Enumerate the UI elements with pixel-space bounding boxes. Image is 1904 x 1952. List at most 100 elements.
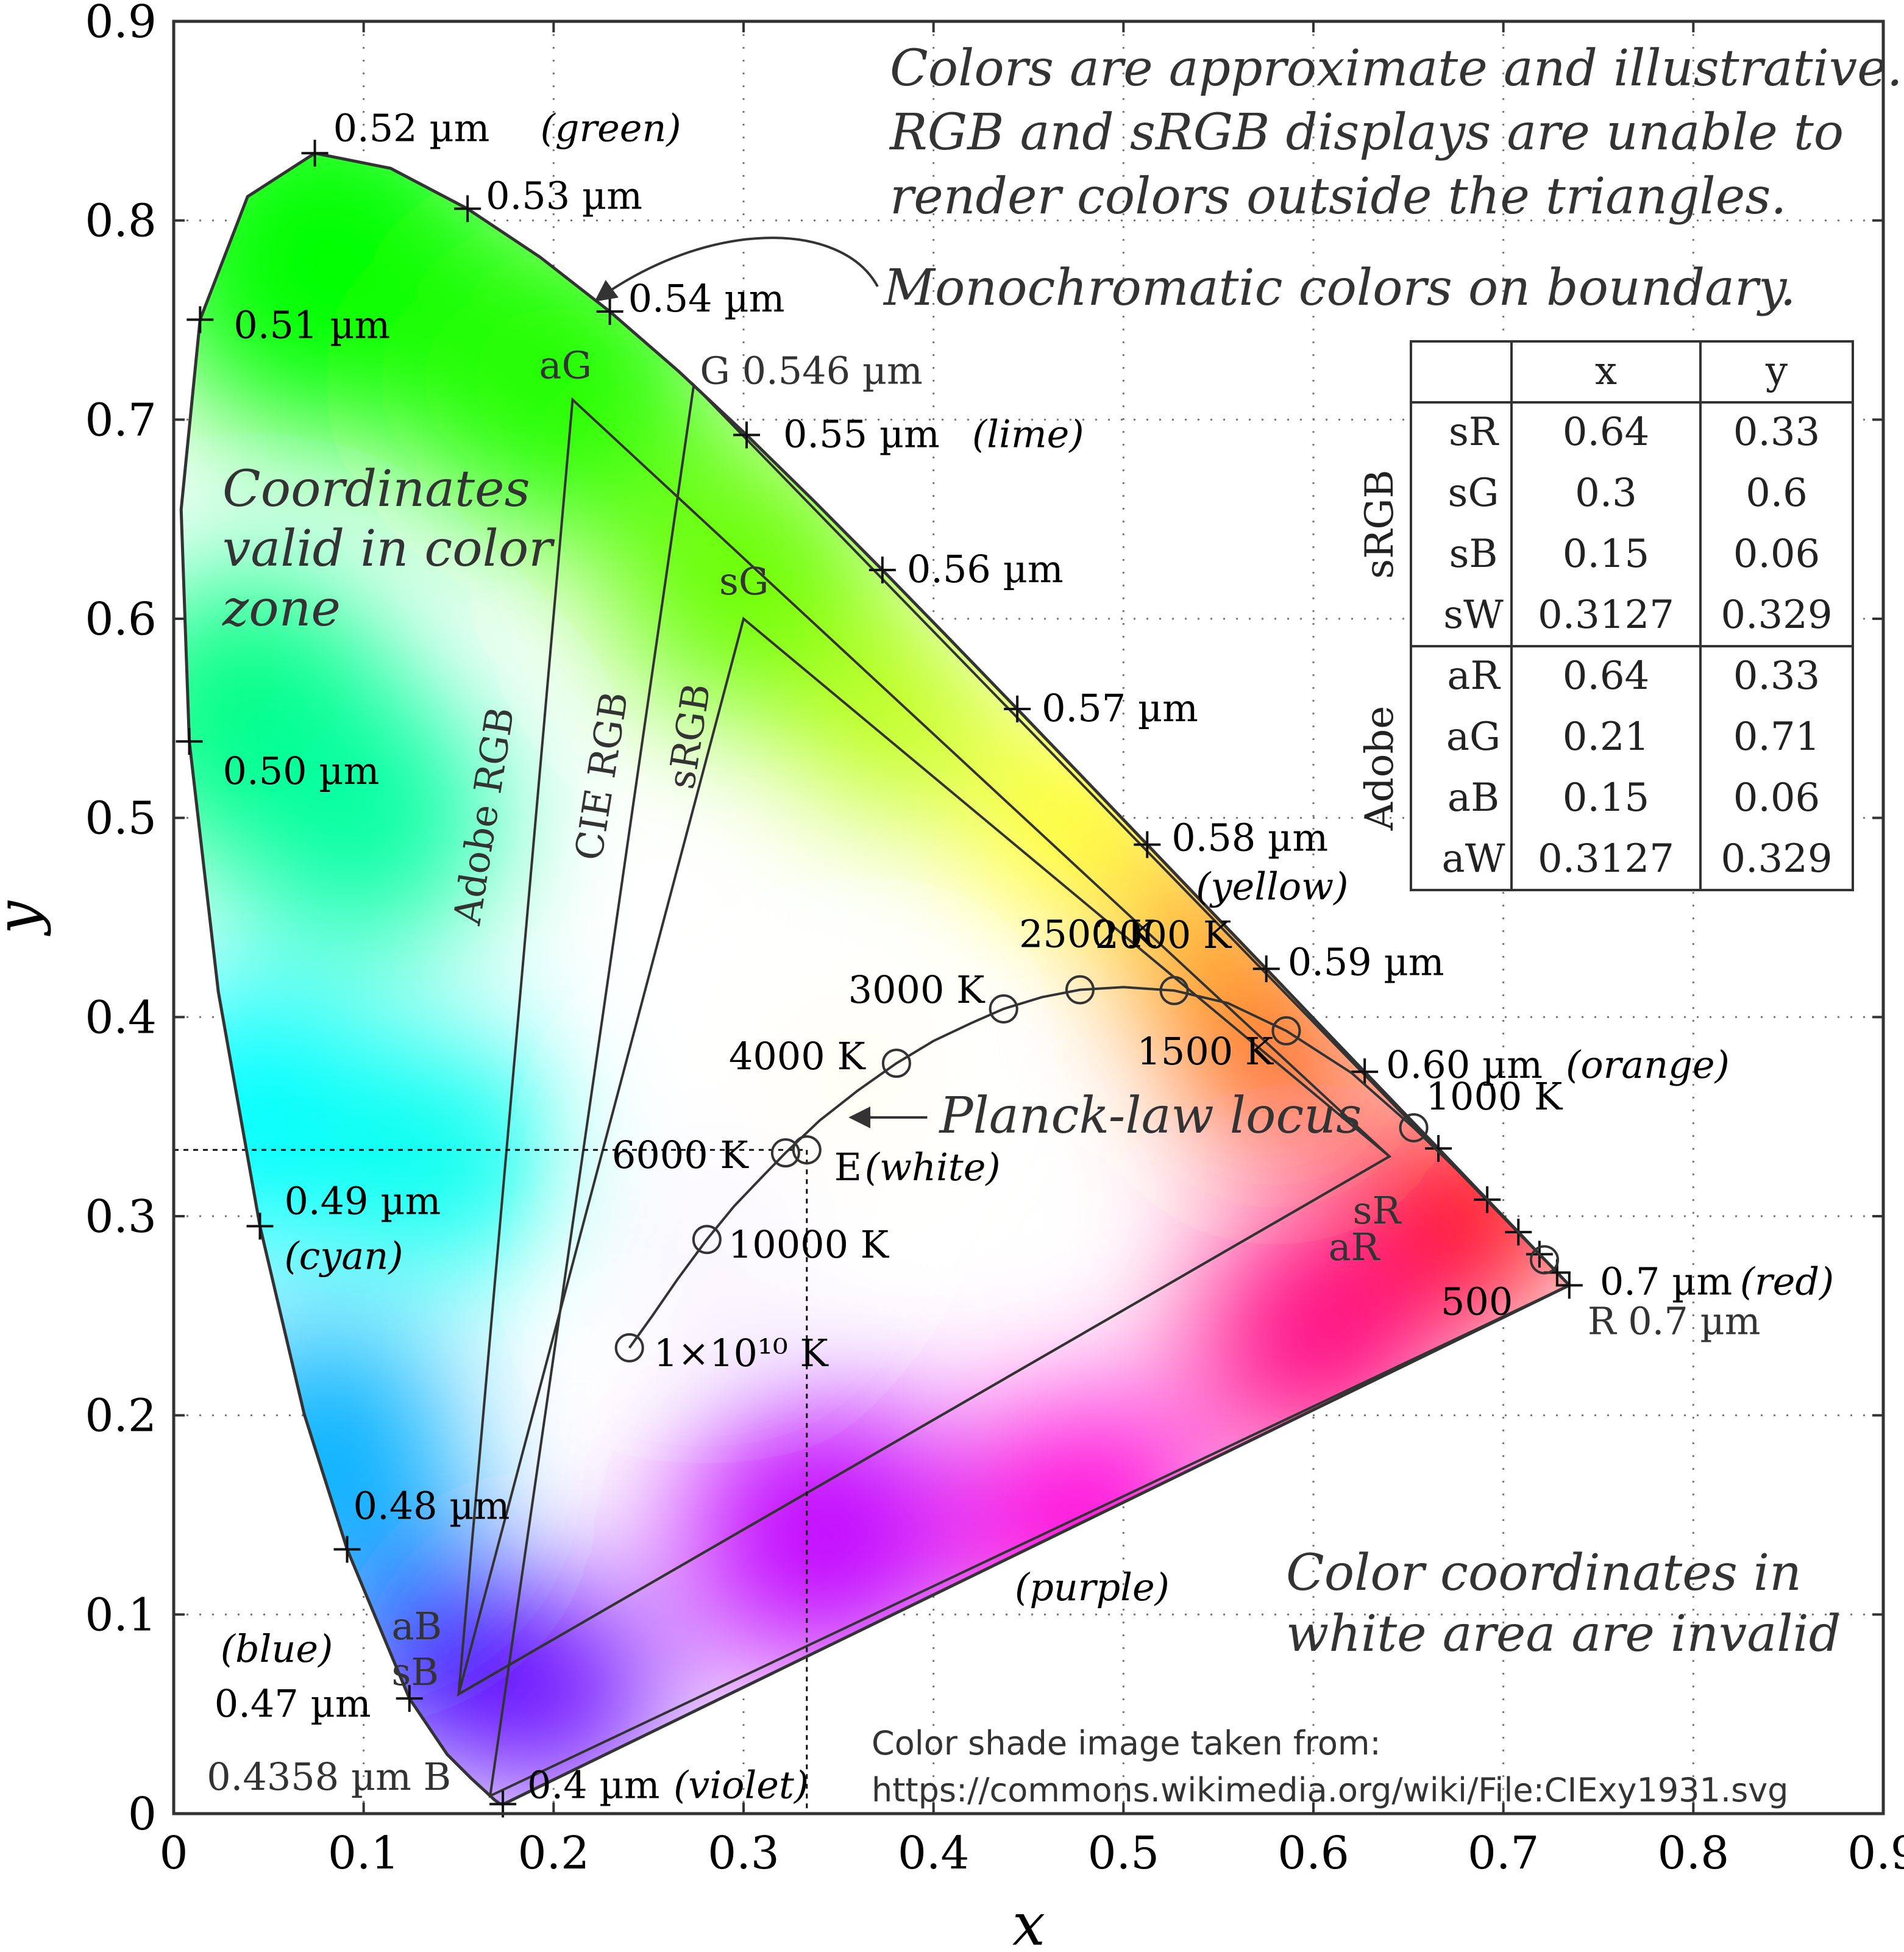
table-header-cell: y bbox=[1765, 349, 1788, 394]
y-tick-label: 0.1 bbox=[85, 1589, 157, 1641]
x-axis-title: x bbox=[1012, 1890, 1045, 1952]
wavelength-note: (violet) bbox=[673, 1762, 809, 1807]
wavelength-marker bbox=[733, 421, 760, 449]
table-cell: 0.71 bbox=[1733, 714, 1821, 760]
planck-curve bbox=[628, 986, 1546, 1349]
wavelength-note: (lime) bbox=[972, 411, 1084, 456]
svg-text:Colors are approximate and ill: Colors are approximate and illustrative. bbox=[890, 40, 1903, 98]
planck-point bbox=[1529, 1245, 1559, 1275]
x-tick-label: 0 bbox=[159, 1827, 188, 1879]
svg-text:Color coordinates in: Color coordinates in bbox=[1286, 1544, 1802, 1602]
vertex-label-sB: sB bbox=[392, 1650, 439, 1694]
table-cell: 0.3127 bbox=[1538, 593, 1674, 638]
wavelength-label: 0.59 µm bbox=[1288, 939, 1444, 984]
wavelength-marker bbox=[596, 297, 623, 325]
triangle-adobe-rgb bbox=[457, 397, 1392, 1697]
wavelength-label: 0.57 µm bbox=[1042, 686, 1198, 730]
wavelength-label: 0.50 µm bbox=[223, 749, 380, 793]
wavelength-note: (cyan) bbox=[284, 1233, 403, 1278]
planck-label: 2000 K bbox=[1095, 913, 1232, 957]
table-cell: 0.64 bbox=[1563, 654, 1650, 699]
white-point-guides bbox=[174, 1149, 808, 1814]
fill-blob bbox=[644, 1195, 767, 1317]
wavelength-marker bbox=[1425, 1135, 1452, 1162]
wavelength-label: 0.49 µm bbox=[284, 1178, 441, 1223]
wavelength-label: 0.7 µm bbox=[1600, 1259, 1732, 1303]
planck-label: 1×10¹⁰ K bbox=[654, 1331, 829, 1375]
wavelength-label: 0.60 µm bbox=[1386, 1042, 1543, 1087]
svg-text:Color shade image taken from:: Color shade image taken from: bbox=[872, 1724, 1381, 1762]
y-tick-label: 0 bbox=[128, 1788, 157, 1840]
y-tick-label: 0.5 bbox=[85, 793, 157, 845]
x-tick-label: 0.3 bbox=[708, 1827, 780, 1879]
wavelength-label: 0.56 µm bbox=[907, 547, 1064, 591]
planck-label: 6000 K bbox=[612, 1133, 749, 1177]
fill-blob bbox=[803, 1022, 912, 1132]
table-cell: 0.21 bbox=[1563, 714, 1650, 760]
y-tick-label: 0.8 bbox=[85, 195, 157, 248]
boundary-arrow bbox=[594, 237, 879, 302]
x-tick-label: 0.7 bbox=[1468, 1827, 1540, 1879]
planck-point bbox=[881, 1049, 911, 1078]
fill-blob bbox=[181, 976, 390, 1257]
vertex-label-B: 0.4358 µm B bbox=[207, 1754, 451, 1799]
axis-ticks: 0 0.1 0.2 0.3 0.4 0.5 0.6 0.7 0.8 0.9 0 0.1 0.2 0.3 0.… bbox=[85, 0, 1904, 1879]
gamut-triangles bbox=[456, 382, 1572, 1798]
planck-point bbox=[1159, 975, 1189, 1005]
triangle-cie-rgb bbox=[488, 382, 1572, 1798]
y-tick-label: 0.4 bbox=[85, 991, 157, 1044]
purple-label: (purple) bbox=[1015, 1565, 1170, 1609]
wavelength-label: 0.58 µm bbox=[1171, 815, 1328, 860]
planck-label: 1500 K bbox=[1137, 1029, 1274, 1074]
wavelength-note: (blue) bbox=[221, 1626, 333, 1671]
planck-locus: 1×10¹⁰ K 10000 K 6000 K 4000 K 3000 K 2500 K2… bbox=[612, 912, 1563, 1375]
wavelength-marker bbox=[1351, 1058, 1379, 1086]
fill-blob bbox=[229, 683, 498, 952]
table-cell: 0.06 bbox=[1733, 775, 1821, 821]
table-group-label: sRGB bbox=[1357, 469, 1402, 579]
x-tick-label: 0.9 bbox=[1847, 1827, 1904, 1879]
table-cell: aG bbox=[1446, 714, 1501, 760]
wavelength-note: (green) bbox=[541, 105, 681, 150]
table-cell: sR bbox=[1449, 410, 1499, 455]
wavelength-marker bbox=[1134, 831, 1161, 858]
table-cell: 0.6 bbox=[1746, 471, 1808, 516]
x-tick-label: 0.6 bbox=[1277, 1827, 1349, 1879]
svg-text:RGB and sRGB displays are unab: RGB and sRGB displays are unable to bbox=[889, 104, 1844, 162]
x-tick-label: 0.2 bbox=[517, 1827, 589, 1879]
wavelength-label: 0.52 µm bbox=[333, 105, 490, 150]
fill-blob bbox=[975, 726, 1158, 910]
table-cell: 0.06 bbox=[1733, 532, 1821, 577]
y-axis-title: y bbox=[0, 900, 52, 936]
table-border bbox=[1410, 340, 1854, 891]
valid-zone-note: Coordinates valid in color zone bbox=[222, 460, 555, 638]
primaries-table: x y sR 0.64 0.33 sG 0.3 0.6 sB 0.15 0.06 sW 0.3127 0.… bbox=[1357, 340, 1854, 891]
planck-point bbox=[989, 994, 1018, 1024]
plot-border bbox=[172, 20, 1885, 1815]
svg-text:Coordinates: Coordinates bbox=[222, 460, 530, 518]
wavelength-note: (orange) bbox=[1566, 1042, 1730, 1087]
svg-text:render colors outside the tria: render colors outside the triangles. bbox=[890, 168, 1786, 226]
vertex-label-aG: aG bbox=[539, 343, 592, 388]
table-cell: aR bbox=[1447, 654, 1501, 699]
table-cell: 0.3 bbox=[1575, 471, 1637, 516]
table-cell: 0.3127 bbox=[1538, 836, 1674, 882]
wavelength-marker bbox=[176, 728, 203, 755]
wavelength-label: 0.54 µm bbox=[628, 276, 785, 321]
planck-label: 3000 K bbox=[848, 967, 986, 1012]
white-point-label: E bbox=[834, 1145, 862, 1189]
planck-label: 1000 K bbox=[1426, 1074, 1563, 1119]
svg-text:white area are invalid: white area are invalid bbox=[1286, 1605, 1841, 1663]
white-point-marker bbox=[792, 1135, 822, 1165]
wavelength-marker bbox=[454, 195, 481, 223]
vertex-label-G: G 0.546 µm bbox=[700, 348, 923, 393]
wavelength-marker bbox=[186, 306, 214, 333]
wavelength-label: 0.47 µm bbox=[215, 1681, 371, 1726]
wavelength-marker bbox=[396, 1685, 423, 1712]
x-tick-label: 0.1 bbox=[328, 1827, 400, 1879]
vertex-label-sR: sR bbox=[1353, 1188, 1402, 1233]
wavelength-label: 0.48 µm bbox=[353, 1484, 510, 1528]
x-tick-label: 0.4 bbox=[898, 1827, 970, 1879]
vertex-label-sG: sG bbox=[719, 559, 769, 604]
